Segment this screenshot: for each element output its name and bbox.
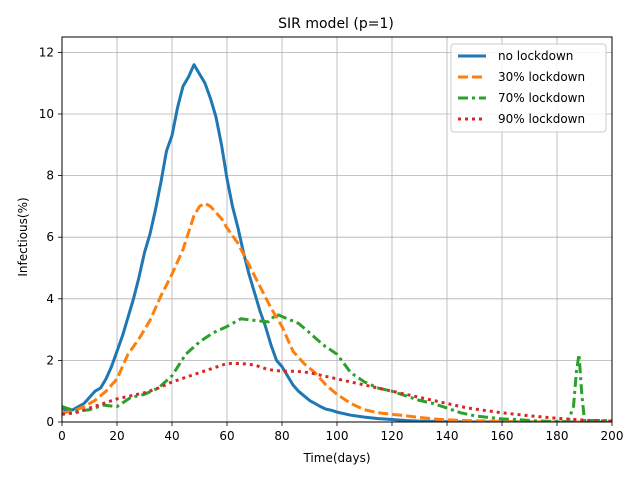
series-line-4 [62,362,612,422]
x-axis-label: Time(days) [302,451,370,465]
y-tick-label: 6 [46,230,54,244]
x-tick-label: 140 [436,429,459,443]
x-tick-label: 0 [58,429,66,443]
legend-label: 70% lockdown [498,91,585,105]
y-tick-label: 2 [46,353,54,367]
x-tick-label: 200 [601,429,624,443]
x-tick-label: 20 [109,429,124,443]
legend: no lockdown 30% lockdown 70% lockdown 90% l… [450,43,607,133]
legend-label: no lockdown [498,49,573,63]
series-line-1 [62,63,612,422]
legend-label: 30% lockdown [498,70,585,84]
legend-box [450,43,607,133]
x-tick-label: 80 [274,429,289,443]
x-tick-label: 120 [381,429,404,443]
y-tick-label: 10 [39,107,54,121]
x-tick-label: 180 [546,429,569,443]
ticks: 0 20 40 60 80 100 120 140 160 180 200 0 2 4 6 8 10 12 [39,45,624,443]
x-tick-label: 160 [491,429,514,443]
chart-title: SIR model (p=1) [278,16,394,32]
x-tick-label: 60 [219,429,234,443]
x-tick-label: 100 [326,429,349,443]
y-tick-label: 12 [39,45,54,59]
y-tick-label: 0 [46,415,54,429]
x-tick-label: 40 [164,429,179,443]
y-axis-label: Infectious(%) [16,197,30,276]
y-tick-label: 4 [46,292,54,306]
series-line-2 [62,201,612,422]
y-tick-label: 8 [46,169,54,183]
legend-label: 90% lockdown [498,112,585,126]
